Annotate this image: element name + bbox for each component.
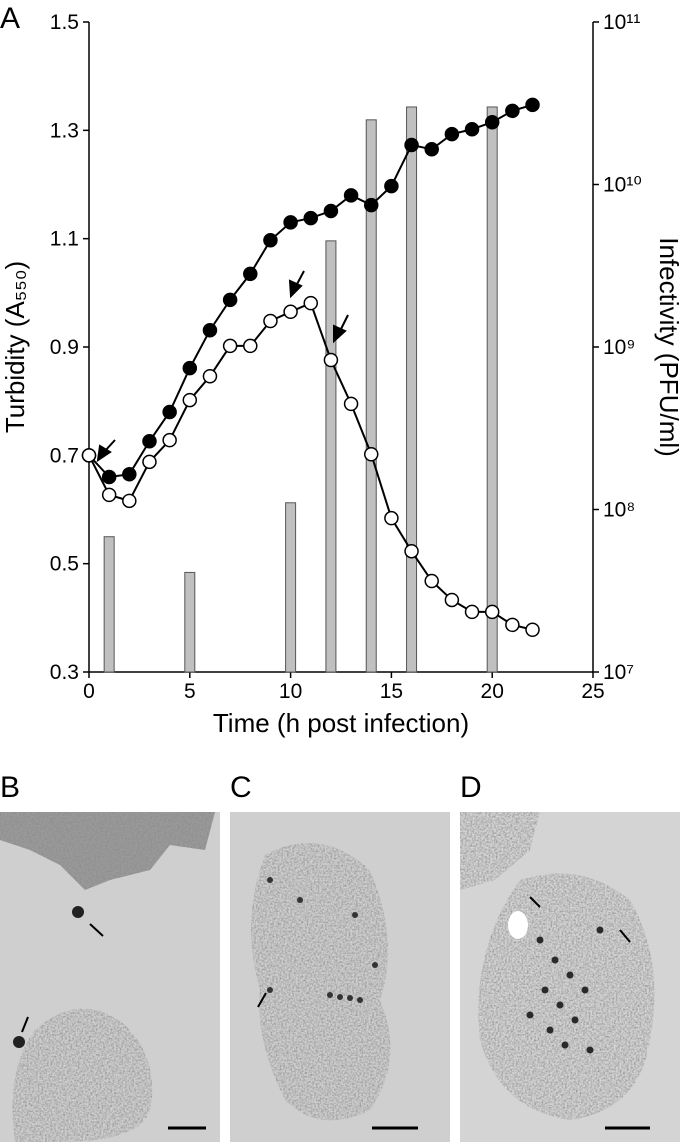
- point: [424, 573, 439, 589]
- point: [222, 338, 238, 354]
- y2-axis-label: Infectivity (PFU/ml): [654, 237, 680, 457]
- y-tick-label: 1.1: [50, 228, 79, 251]
- point: [122, 493, 137, 509]
- point: [444, 126, 460, 142]
- point: [202, 322, 218, 338]
- point: [182, 360, 198, 376]
- point: [263, 233, 278, 248]
- point: [202, 369, 218, 384]
- point: [464, 604, 480, 620]
- point: [404, 543, 419, 559]
- point: [343, 396, 359, 412]
- point: [283, 215, 298, 230]
- y-tick-label: 1.5: [50, 11, 79, 34]
- micrograph-d: D: [460, 771, 680, 1142]
- point: [464, 122, 480, 137]
- point: [363, 197, 379, 213]
- line: [88, 103, 533, 479]
- panel-label: A: [0, 2, 20, 35]
- point: [303, 295, 319, 311]
- point: [404, 137, 419, 153]
- point: [142, 454, 157, 470]
- point: [484, 114, 500, 130]
- point: [243, 338, 258, 354]
- bar: [486, 106, 498, 673]
- plot: 0 5 10 15 20 25 0.3 0.5 0.7 0.9 1.1 1.3 1.5 10⁷ 10⁸ 10⁹…: [0, 11, 680, 738]
- y-tick-label: 0.3: [50, 661, 79, 684]
- y2-tick-label: 10¹⁰: [603, 174, 642, 197]
- panel-label: C: [230, 771, 252, 804]
- bar: [406, 106, 418, 673]
- point: [303, 210, 319, 226]
- y-tick-label: 1.3: [50, 119, 79, 142]
- y-tick-label: 0.5: [50, 553, 79, 576]
- point: [122, 467, 137, 482]
- point: [162, 404, 177, 420]
- point: [323, 352, 339, 368]
- bar: [365, 119, 377, 673]
- panel-label: B: [0, 771, 20, 804]
- point: [323, 203, 339, 219]
- line: [88, 301, 533, 631]
- point: [484, 604, 500, 620]
- point: [505, 617, 520, 633]
- x-tick-label: 10: [279, 680, 302, 703]
- point: [525, 622, 540, 637]
- arrows: [96, 270, 349, 463]
- bar: [103, 536, 115, 673]
- x-tick-label: 15: [380, 680, 403, 703]
- x-tick-label: 25: [581, 680, 604, 703]
- point: [243, 266, 258, 282]
- point: [101, 469, 117, 485]
- point: [283, 304, 298, 320]
- point: [81, 448, 97, 463]
- point: [222, 292, 238, 308]
- point: [525, 97, 540, 113]
- point: [182, 392, 198, 408]
- point: [263, 313, 278, 329]
- micrograph-b: B: [0, 771, 220, 1142]
- bar: [325, 240, 337, 673]
- y2-tick-label: 10⁷: [603, 661, 634, 684]
- point: [142, 434, 157, 449]
- point: [384, 178, 399, 194]
- point: [343, 188, 359, 203]
- y-tick-label: 0.7: [50, 444, 79, 467]
- y2-tick-label: 10⁸: [603, 499, 635, 522]
- bar: [184, 571, 196, 673]
- point: [444, 592, 460, 608]
- bar: [285, 502, 297, 673]
- point: [384, 510, 399, 526]
- x-tick-label: 5: [184, 680, 196, 703]
- panel-label: D: [460, 771, 482, 804]
- x-tick-label: 0: [83, 680, 95, 703]
- y2-tick-label: 10¹¹: [603, 11, 640, 34]
- y-tick-label: 0.9: [50, 336, 79, 359]
- micrograph-c: C: [230, 771, 450, 1142]
- x-tick-label: 20: [481, 680, 504, 703]
- point: [505, 103, 520, 119]
- point: [101, 487, 117, 503]
- y2-tick-label: 10⁹: [603, 336, 635, 359]
- point: [162, 432, 177, 448]
- x-axis-label: Time (h post infection): [213, 708, 469, 738]
- point: [424, 142, 439, 157]
- point: [363, 447, 379, 462]
- y-axis-label: Turbidity (A₅₅₀): [0, 261, 30, 433]
